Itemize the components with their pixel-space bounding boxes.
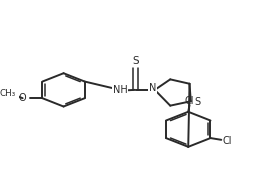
Text: NH: NH	[113, 85, 127, 95]
Text: CH₃: CH₃	[0, 89, 16, 98]
Text: Cl: Cl	[185, 96, 194, 106]
Text: N: N	[148, 83, 156, 93]
Text: S: S	[194, 97, 200, 107]
Text: S: S	[132, 56, 139, 66]
Text: Cl: Cl	[222, 136, 232, 146]
Text: O: O	[18, 93, 26, 103]
